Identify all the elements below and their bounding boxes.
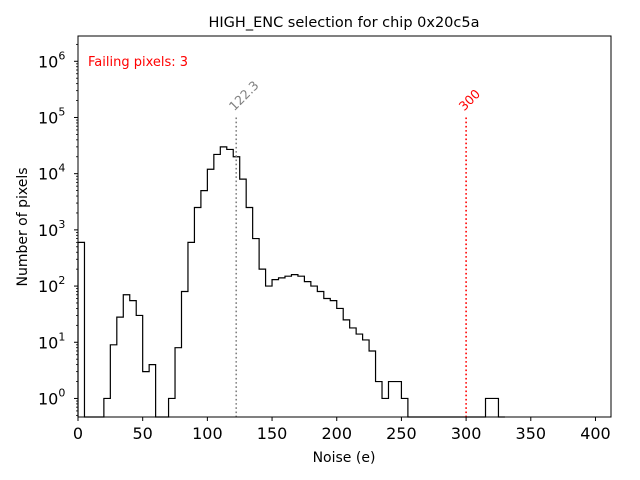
histogram-series <box>77 146 505 418</box>
x-tick-label: 350 <box>516 424 547 443</box>
plot-background <box>78 36 611 417</box>
y-tick-label: 103 <box>38 218 65 240</box>
y-tick-label: 101 <box>38 330 65 352</box>
y-tick-label: 102 <box>38 274 65 296</box>
y-tick-label: 105 <box>38 105 65 127</box>
y-tick-label: 100 <box>38 386 65 408</box>
x-tick-label: 250 <box>386 424 417 443</box>
x-tick-label: 400 <box>580 424 611 443</box>
x-tick-label: 300 <box>451 424 482 443</box>
y-tick-label: 104 <box>38 162 65 184</box>
x-axis-label: Noise (e) <box>313 450 376 466</box>
y-axis-label: Number of pixels <box>15 167 31 286</box>
y-axis: 100 101 102 103 104 105 106 <box>38 43 78 416</box>
axes-frame <box>77 35 612 418</box>
x-tick-label: 100 <box>192 424 223 443</box>
x-tick-label: 50 <box>133 424 153 443</box>
x-tick-label: 150 <box>257 424 288 443</box>
failing-pixels-annotation: Failing pixels: 3 <box>88 55 188 70</box>
x-axis: 0 50 100 150 200 250 300 350 400 <box>73 417 611 443</box>
y-tick-label: 106 <box>38 49 65 71</box>
x-tick-label: 0 <box>73 424 83 443</box>
chart-title: HIGH_ENC selection for chip 0x20c5a <box>209 15 480 31</box>
plot-area <box>77 35 612 418</box>
x-tick-label: 200 <box>321 424 352 443</box>
